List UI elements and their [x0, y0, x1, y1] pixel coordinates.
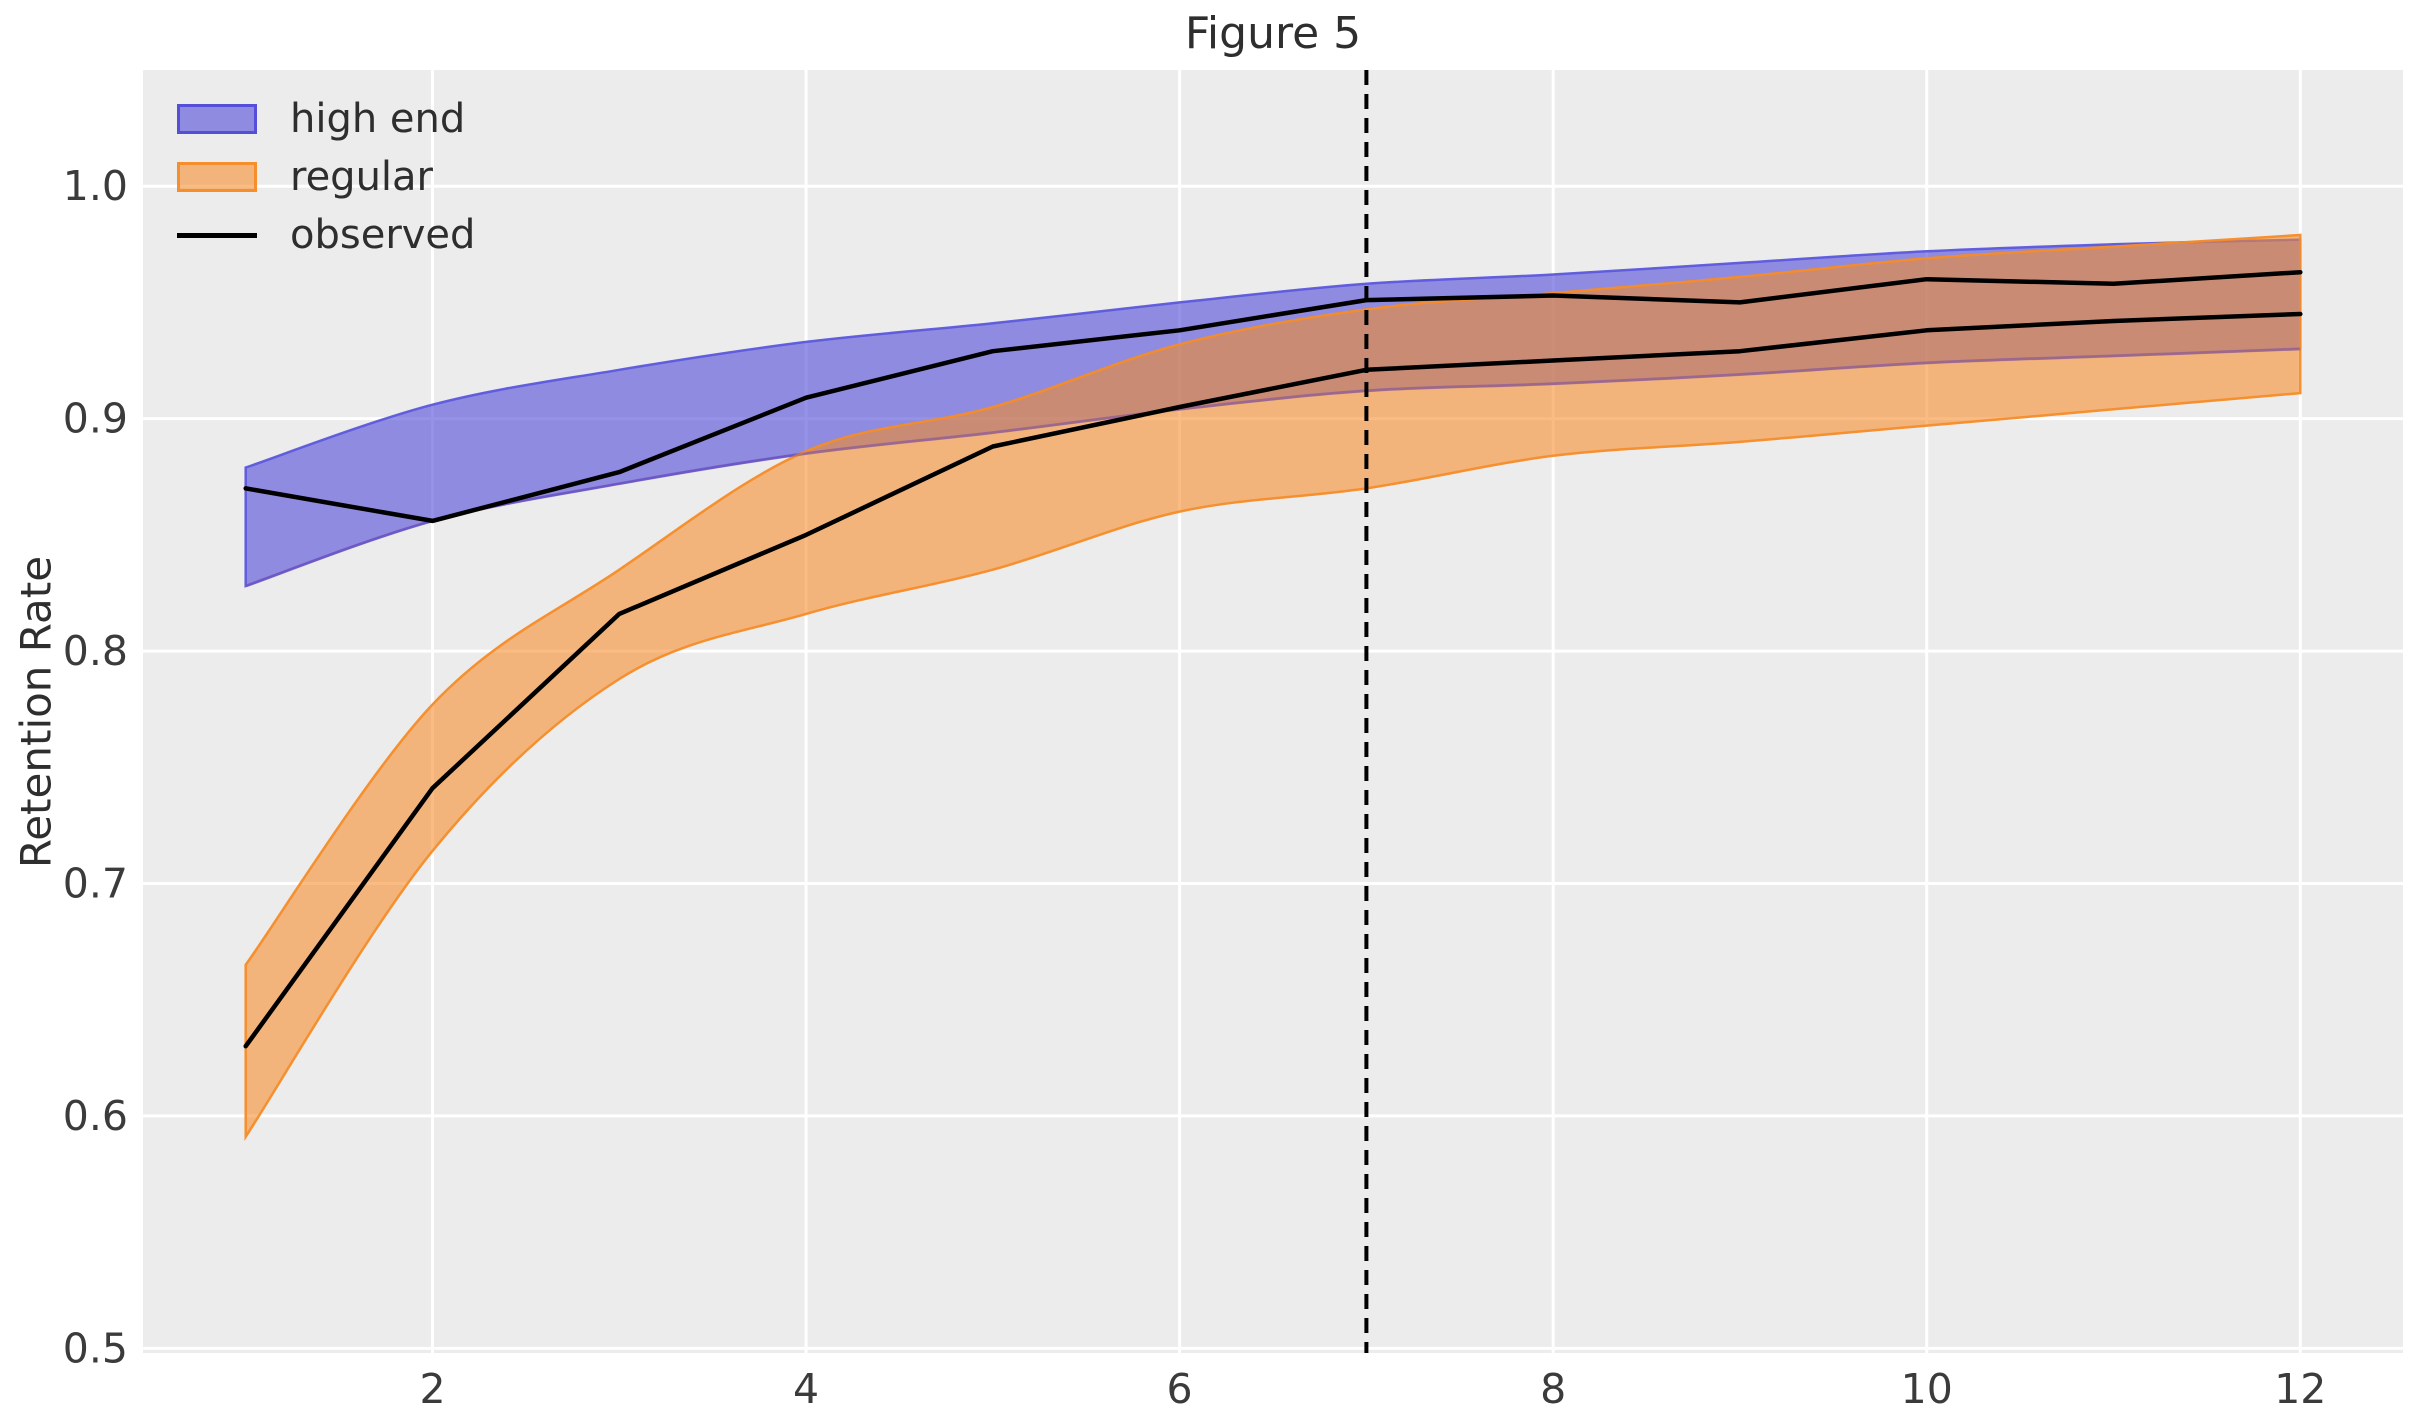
band-regular	[244, 233, 2302, 1141]
chart-title: Figure 5	[1184, 8, 1362, 59]
y-tick-label: 0.7	[63, 860, 128, 908]
legend-item-observed: observed	[177, 206, 475, 264]
legend-label: high end	[290, 96, 466, 142]
band-overlap-edge	[245, 347, 2301, 588]
legend-item-high-end: high end	[177, 90, 475, 148]
x-tick-label: 8	[1540, 1365, 1566, 1413]
legend: high end regular observed	[177, 90, 475, 264]
x-tick-label: 2	[419, 1365, 445, 1413]
legend-label: regular	[290, 154, 433, 200]
legend-swatch-regular	[177, 162, 257, 192]
y-tick-label: 0.9	[63, 395, 128, 443]
y-tick-label: 0.6	[63, 1092, 128, 1140]
x-tick-label: 10	[1901, 1365, 1953, 1413]
legend-label: observed	[290, 212, 476, 258]
y-tick-label: 0.5	[63, 1324, 128, 1372]
x-tick-label: 4	[793, 1365, 819, 1413]
legend-line-key	[177, 232, 257, 238]
y-axis-label: Retention Rate	[11, 555, 61, 869]
y-tick-label: 1.0	[63, 162, 128, 210]
y-tick-label: 0.8	[63, 627, 128, 675]
x-tick-label: 12	[2274, 1365, 2326, 1413]
line-observed-high-end	[243, 269, 2303, 524]
legend-item-regular: regular	[177, 148, 475, 206]
line-observed-regular	[243, 311, 2303, 1049]
x-tick-label: 6	[1167, 1365, 1193, 1413]
legend-swatch-high-end	[177, 104, 257, 134]
